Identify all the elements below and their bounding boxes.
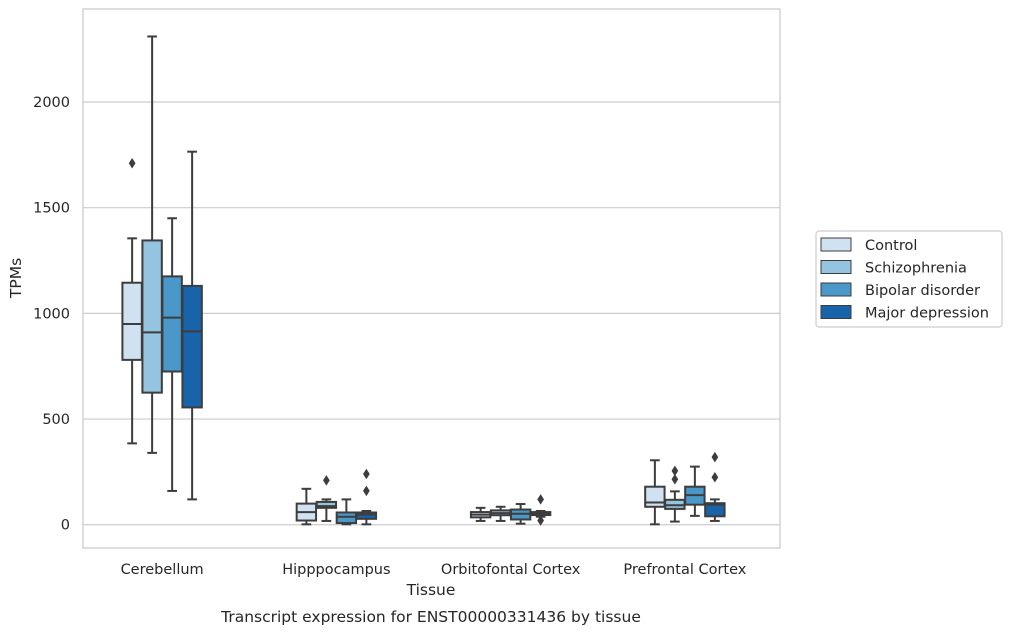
x-axis-label: Tissue bbox=[406, 581, 456, 599]
legend-label: Bipolar disorder bbox=[865, 283, 980, 299]
chart-caption: Transcript expression for ENST0000033143… bbox=[220, 608, 641, 626]
outlier-point bbox=[323, 475, 330, 486]
legend-swatch bbox=[820, 260, 852, 274]
legend-frame bbox=[815, 230, 1003, 328]
box-iqr bbox=[335, 511, 358, 525]
y-tick-label: 0 bbox=[61, 518, 70, 534]
legend-label: Major depression bbox=[865, 306, 989, 322]
x-tick-label: Orbitofontal Cortex bbox=[441, 562, 581, 578]
box-bipolar-disorder bbox=[684, 465, 706, 517]
legend-swatch bbox=[820, 237, 852, 252]
box-control bbox=[644, 459, 666, 526]
y-axis-label: TPMs bbox=[7, 258, 25, 299]
outlier-point bbox=[363, 485, 370, 497]
box-major-depression bbox=[529, 494, 552, 526]
y-tick-label: 2000 bbox=[33, 95, 70, 111]
legend-swatch bbox=[820, 305, 852, 319]
box-major-depression bbox=[181, 150, 203, 501]
outlier-point bbox=[363, 468, 370, 480]
box-iqr bbox=[141, 239, 163, 394]
legend-label: Control bbox=[865, 238, 917, 254]
outlier-point bbox=[671, 474, 679, 485]
x-tick-label: Prefrontal Cortex bbox=[623, 562, 746, 578]
box-bipolar-disorder bbox=[335, 498, 358, 526]
y-tick-label: 500 bbox=[42, 412, 70, 428]
legend-swatch bbox=[820, 282, 852, 297]
legend-label: Schizophrenia bbox=[865, 261, 967, 277]
box-control bbox=[121, 158, 143, 445]
y-tick-labels: 0 500 1000 1500 2000 bbox=[33, 95, 70, 534]
y-tick-label: 1500 bbox=[33, 201, 70, 217]
x-tick-label: Hipppocampus bbox=[282, 562, 390, 578]
outlier-point bbox=[711, 451, 719, 463]
plot-frame bbox=[82, 8, 781, 549]
box-major-depression bbox=[355, 468, 378, 526]
box-control bbox=[295, 487, 318, 526]
box-iqr bbox=[181, 284, 203, 409]
outlier-point bbox=[711, 471, 719, 483]
y-tick-label: 1000 bbox=[33, 306, 70, 322]
box-groups bbox=[121, 35, 726, 526]
box-iqr bbox=[121, 281, 143, 361]
legend: Control Schizophrenia Bipolar disorder Majo… bbox=[815, 230, 1003, 328]
box-iqr bbox=[315, 500, 338, 509]
plot-background bbox=[83, 9, 780, 548]
outlier-point bbox=[671, 465, 679, 477]
outlier-point bbox=[537, 494, 544, 505]
box-iqr bbox=[355, 511, 378, 520]
x-tick-label: Cerebellum bbox=[121, 562, 204, 578]
box-bipolar-disorder bbox=[161, 217, 183, 492]
x-tick-labels: Cerebellum Hipppocampus Orbitofontal Corte… bbox=[121, 562, 747, 578]
outlier-point bbox=[537, 515, 544, 526]
box-iqr bbox=[704, 502, 726, 518]
box-schizophrenia bbox=[315, 475, 338, 522]
outlier-point bbox=[128, 158, 136, 169]
box-iqr bbox=[644, 485, 666, 508]
box-iqr bbox=[161, 275, 183, 373]
box-major-depression bbox=[704, 451, 726, 522]
box-schizophrenia bbox=[489, 505, 512, 522]
